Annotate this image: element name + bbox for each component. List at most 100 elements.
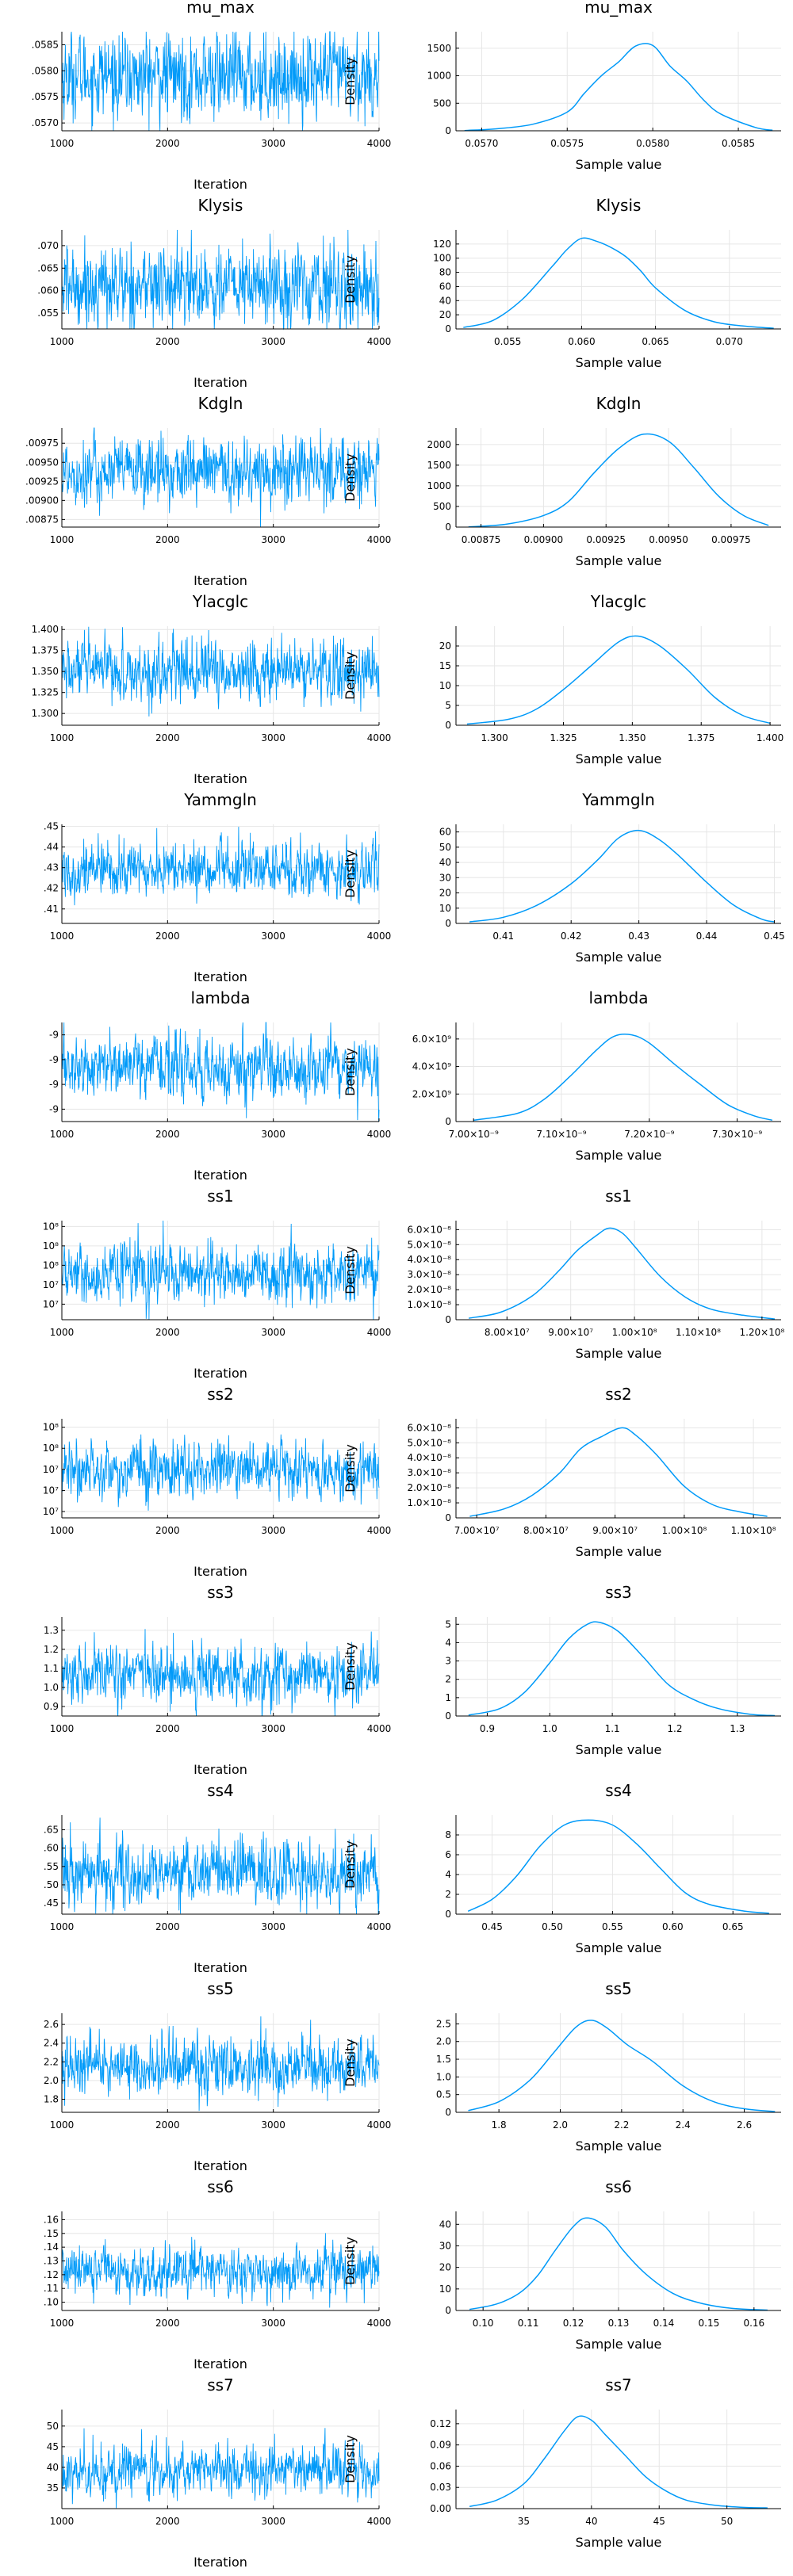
trace-y-tick-label: 10⁷	[43, 1506, 59, 1517]
trace-x-tick-label: 2000	[155, 1129, 180, 1140]
density-x-tick-label: 0.12	[563, 2318, 584, 2329]
density-y-axis-label: Density	[343, 453, 358, 502]
trace-line	[61, 827, 380, 906]
density-y-axis-label: Density	[343, 1444, 358, 1492]
density-curve	[467, 1819, 769, 1914]
density-x-tick-label: 8.00×10⁷	[485, 1327, 530, 1338]
density-x-axis-label: Sample value	[576, 1544, 662, 1559]
density-x-tick-label: 8.00×10⁷	[523, 1525, 569, 1536]
density-y-axis-label: Density	[343, 652, 358, 700]
density-y-tick-label: 0	[445, 720, 451, 731]
trace-y-tick-label: 45	[47, 2441, 59, 2452]
trace-y-tick-label: 2.2	[44, 2056, 59, 2067]
density-y-tick-label: 10	[439, 2284, 451, 2295]
density-y-axis-label: Density	[343, 2435, 358, 2483]
density-x-tick-label: 2.4	[676, 2119, 691, 2131]
density-y-tick-label: 1500	[427, 43, 451, 54]
density-y-tick-label: 500	[433, 97, 451, 109]
trace-y-tick-label: .065	[37, 262, 59, 273]
row-ss7: ss7 1000 2000 3000 4000 35 40 45 50 Iteration ss7 3…	[47, 2375, 781, 2570]
trace-y-tick-label: 1.3	[44, 1625, 59, 1636]
trace-x-tick-label: 1000	[50, 2318, 75, 2329]
trace-y-tick-label: 2.4	[44, 2038, 59, 2049]
density-plot: ss5 1.8 2.0 2.2 2.4 2.6 0 0.5 1.0 1.5 2.0 2.5 Sample…	[343, 1979, 781, 2154]
row-mu_max: mu_max 1000 2000 3000 4000 .0570 .0575 .0580 .05…	[32, 0, 781, 192]
trace-x-tick-label: 4000	[367, 534, 392, 545]
trace-line	[61, 2428, 380, 2509]
trace-line	[61, 229, 380, 331]
density-y-tick-label: 1.0×10⁻⁸	[407, 1497, 451, 1508]
density-x-tick-label: 2.2	[614, 2119, 629, 2131]
density-y-tick-label: 3.0×10⁻⁸	[407, 1269, 451, 1280]
density-x-tick-label: 2.6	[737, 2119, 752, 2131]
density-y-tick-label: 4.0×10⁻⁸	[407, 1254, 451, 1265]
trace-x-axis-label: Iteration	[193, 1960, 247, 1975]
row-ss2: ss2 1000 2000 3000 4000 10⁷ 10⁷ 10⁷ 10⁸ 10⁸ Iterat…	[43, 1385, 781, 1579]
trace-y-tick-label: .0575	[32, 91, 59, 102]
trace-line	[61, 2016, 380, 2112]
density-x-axis-label: Sample value	[576, 355, 662, 370]
trace-y-tick-label: .060	[37, 285, 59, 296]
trace-x-tick-label: 1000	[50, 1129, 75, 1140]
density-x-tick-label: 1.375	[688, 732, 714, 743]
density-title: ss3	[605, 1583, 632, 1602]
trace-y-tick-label: 1.300	[32, 708, 59, 719]
trace-y-tick-label: 1.350	[32, 666, 59, 677]
density-x-tick-label: 40	[585, 2516, 597, 2527]
trace-y-tick-label: .45	[44, 821, 59, 832]
density-y-axis-label: Density	[343, 57, 358, 105]
trace-x-tick-label: 3000	[261, 732, 285, 743]
density-y-tick-label: 0	[445, 1909, 451, 1920]
trace-y-tick-label: -9	[49, 1054, 59, 1065]
density-y-axis-label: Density	[343, 255, 358, 304]
density-x-tick-label: 35	[518, 2516, 530, 2527]
density-y-tick-label: 40	[439, 295, 451, 306]
density-x-tick-label: 0.45	[764, 931, 785, 942]
density-y-tick-label: 1.5	[436, 2054, 451, 2065]
density-x-tick-label: 1.2	[667, 1723, 682, 1734]
trace-x-tick-label: 4000	[367, 336, 392, 347]
density-x-tick-label: 1.350	[619, 732, 646, 743]
density-x-axis-label: Sample value	[576, 2337, 662, 2352]
trace-x-tick-label: 2000	[155, 1723, 180, 1734]
trace-y-tick-label: .00925	[25, 476, 59, 487]
trace-y-tick-label: -9	[49, 1030, 59, 1041]
trace-y-tick-label: 10⁷	[43, 1298, 59, 1309]
trace-title: ss6	[207, 2177, 234, 2196]
trace-y-tick-label: .11	[44, 2283, 59, 2294]
density-x-tick-label: 0.00975	[711, 534, 751, 545]
density-y-tick-label: 500	[433, 501, 451, 512]
trace-line	[61, 2233, 380, 2308]
trace-x-tick-label: 1000	[50, 732, 75, 743]
density-y-tick-label: 4.0×10⁻⁸	[407, 1452, 451, 1463]
trace-y-tick-label: .055	[37, 308, 59, 319]
density-y-tick-label: 2	[445, 1674, 451, 1685]
density-y-tick-label: 0	[445, 522, 451, 533]
trace-x-tick-label: 2000	[155, 2119, 180, 2131]
trace-x-tick-label: 2000	[155, 1921, 180, 1932]
density-y-tick-label: 2	[445, 1889, 451, 1900]
trace-x-axis-label: Iteration	[193, 2555, 247, 2570]
density-x-tick-label: 0.070	[716, 336, 743, 347]
density-y-axis-label: Density	[343, 1642, 358, 1691]
density-x-tick-label: 1.20×10⁸	[739, 1327, 784, 1338]
density-plot: lambda 7.00×10⁻⁹ 7.10×10⁻⁹ 7.20×10⁻⁹ 7.30×10…	[343, 988, 781, 1163]
trace-x-axis-label: Iteration	[193, 969, 247, 984]
trace-plot: ss2 1000 2000 3000 4000 10⁷ 10⁷ 10⁷ 10⁸ 10⁸ Iterat…	[43, 1385, 391, 1579]
trace-title: ss4	[207, 1781, 234, 1800]
trace-y-tick-label: .16	[44, 2214, 59, 2225]
trace-x-tick-label: 1000	[50, 2119, 75, 2131]
trace-y-tick-label: .43	[44, 862, 59, 873]
density-y-tick-label: 2.0×10⁹	[412, 1088, 451, 1099]
density-x-tick-label: 0.00900	[524, 534, 564, 545]
density-y-tick-label: 100	[433, 253, 451, 264]
trace-y-tick-label: 10⁸	[43, 1422, 59, 1433]
density-x-tick-label: 1.325	[550, 732, 577, 743]
density-curve	[469, 1427, 768, 1517]
density-curve	[464, 43, 773, 132]
density-y-tick-label: 50	[439, 842, 451, 853]
density-x-tick-label: 0.9	[480, 1723, 495, 1734]
